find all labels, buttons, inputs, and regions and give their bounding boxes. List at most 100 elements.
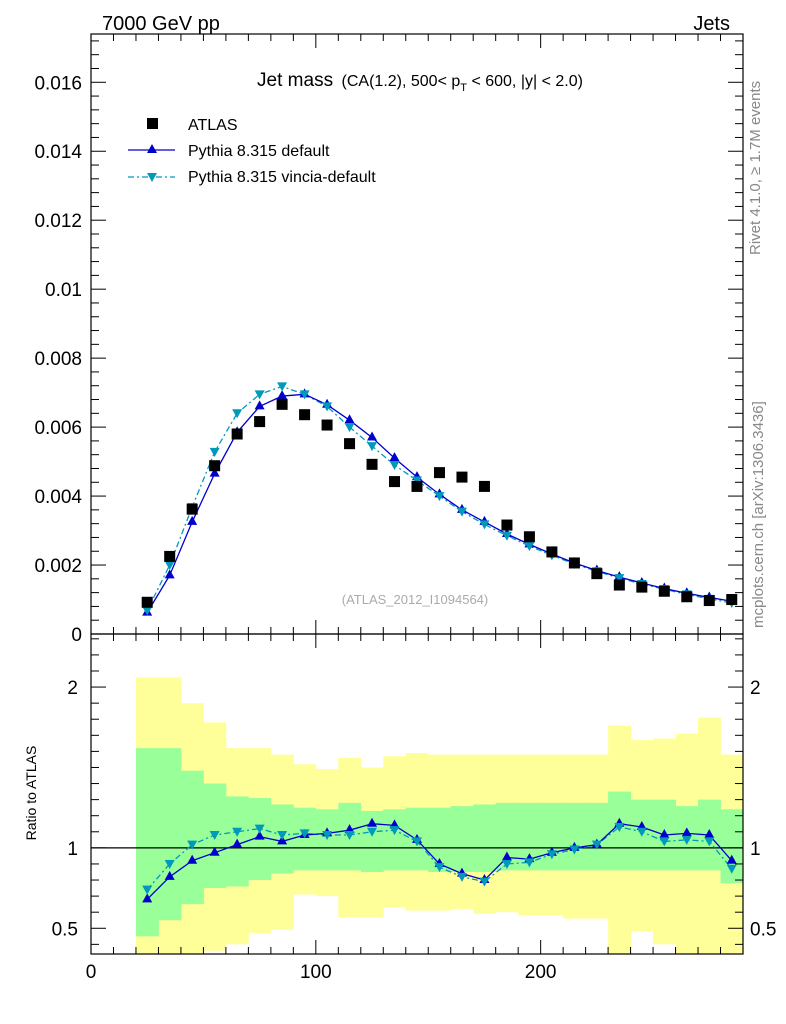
default-marker xyxy=(367,431,378,441)
ratio-vincia-marker xyxy=(636,827,647,837)
ratio-vincia-marker xyxy=(434,863,445,873)
y-tick-label-main: 0.012 xyxy=(34,211,82,232)
atlas-marker xyxy=(613,579,625,591)
atlas-marker xyxy=(501,519,513,531)
ratio-vincia-marker xyxy=(569,845,580,855)
ratio-vincia-marker xyxy=(277,831,288,841)
ratio-vincia-marker xyxy=(501,859,512,869)
atlas-marker xyxy=(299,409,311,421)
ratio-vincia-marker xyxy=(299,829,310,839)
default-marker xyxy=(254,400,265,410)
atlas-marker xyxy=(209,460,221,472)
default-marker xyxy=(209,467,220,477)
header-right: Jets xyxy=(693,13,730,35)
ratio-vincia-marker xyxy=(412,837,422,847)
vincia-marker xyxy=(344,423,355,433)
band-inner-bin xyxy=(315,809,339,871)
vincia-marker xyxy=(389,461,400,471)
ratio-default-marker xyxy=(726,854,737,864)
ratio-default-marker xyxy=(254,830,265,840)
ratio-default-marker xyxy=(659,829,670,839)
y-tick-label-ratio-right: 1 xyxy=(750,839,761,860)
band-inner-bin xyxy=(585,802,609,871)
legend-atlas-label: ATLAS xyxy=(188,117,238,134)
legend-default-label: Pythia 8.315 default xyxy=(188,143,330,160)
ratio-default-marker xyxy=(501,851,512,861)
plot-title: Jet mass (CA(1.2), 500< pT < 600, |y| < … xyxy=(257,70,583,94)
ratio-vincia-marker xyxy=(232,827,243,837)
title-detail-b: < 600, |y| < 2.0) xyxy=(467,73,583,90)
atlas-marker xyxy=(254,416,266,428)
vincia-marker xyxy=(524,542,535,552)
y-tick-label-main: 0 xyxy=(71,625,82,646)
band-inner-bin xyxy=(383,809,407,871)
ratio-vincia-marker xyxy=(367,827,378,837)
atlas-marker xyxy=(366,458,378,470)
atlas-marker xyxy=(658,585,670,597)
title-main: Jet mass xyxy=(257,70,333,91)
legend-vincia-marker xyxy=(147,173,157,182)
ratio-vincia-marker xyxy=(209,831,220,841)
band-inner-bin xyxy=(720,809,744,884)
atlas-marker xyxy=(141,596,153,608)
ratio-vincia-marker xyxy=(254,824,265,834)
vincia-marker xyxy=(277,382,288,392)
y-tick-label-ratio: 1 xyxy=(67,839,78,860)
ratio-default-marker xyxy=(636,820,647,830)
axis-ticks: 0 100 200 0 0.002 0.004 0.006 0.008 0.01 0.012 0.0… xyxy=(34,34,776,983)
vincia-marker xyxy=(479,520,490,530)
ratio-vincia-marker xyxy=(681,835,692,845)
band-inner-bin xyxy=(158,748,182,921)
x-tick-label: 100 xyxy=(300,962,332,983)
default-marker xyxy=(164,569,175,579)
y-tick-label-ratio: 2 xyxy=(67,678,78,699)
default-marker xyxy=(389,452,400,462)
vincia-marker xyxy=(164,561,175,571)
y-tick-label-main: 0.006 xyxy=(34,418,82,439)
atlas-marker xyxy=(478,480,490,492)
atlas-marker xyxy=(276,398,288,410)
vincia-marker xyxy=(209,447,220,457)
ratio-markers xyxy=(142,817,737,903)
atlas-marker xyxy=(456,471,468,483)
y-tick-label-main: 0.01 xyxy=(45,280,82,301)
legend-default-marker xyxy=(147,144,157,153)
ratio-vincia-marker xyxy=(546,850,557,860)
atlas-marker xyxy=(321,419,333,431)
ratio-vincia-marker xyxy=(389,826,400,836)
side-mcplots-label: mcplots.cern.ch [arXiv:1306.3436] xyxy=(750,401,767,628)
analysis-watermark: (ATLAS_2012_I1094564) xyxy=(342,592,488,607)
title-detail-sub: T xyxy=(460,82,467,94)
atlas-marker xyxy=(231,428,243,440)
y-tick-label-main: 0.008 xyxy=(34,349,82,370)
default-marker xyxy=(344,414,355,424)
atlas-marker xyxy=(411,480,423,492)
ratio-default-marker xyxy=(367,817,378,827)
band-inner-bin xyxy=(180,770,204,905)
ratio-default-marker xyxy=(209,846,220,856)
atlas-marker xyxy=(726,594,738,606)
band-inner-bin xyxy=(360,810,384,872)
ratio-default-marker xyxy=(232,838,243,848)
y-tick-label-main: 0.014 xyxy=(34,142,82,163)
ratio-vincia-marker xyxy=(164,859,175,869)
y-tick-label-ratio-right: 0.5 xyxy=(750,919,776,940)
ratio-default-marker xyxy=(142,893,153,903)
ratio-vincia-marker xyxy=(524,858,535,868)
band-inner-bin xyxy=(450,806,474,872)
ratio-vincia-marker xyxy=(479,877,490,887)
side-rivet-label: Rivet 4.1.0, ≥ 1.7M events xyxy=(747,81,764,255)
ratio-vincia-marker xyxy=(614,822,625,832)
y-tick-label-main: 0.004 xyxy=(34,487,82,508)
ratio-vincia-marker xyxy=(659,837,670,847)
atlas-marker xyxy=(164,550,176,562)
legend-vincia-label: Pythia 8.315 vincia-default xyxy=(188,169,376,186)
default-marker xyxy=(277,390,288,400)
band-inner-bin xyxy=(135,748,159,937)
vincia-marker xyxy=(367,442,378,452)
vincia-marker xyxy=(232,409,243,419)
atlas-marker xyxy=(703,595,715,607)
ratio-default-marker xyxy=(164,870,175,880)
band-inner-bin xyxy=(540,802,564,871)
